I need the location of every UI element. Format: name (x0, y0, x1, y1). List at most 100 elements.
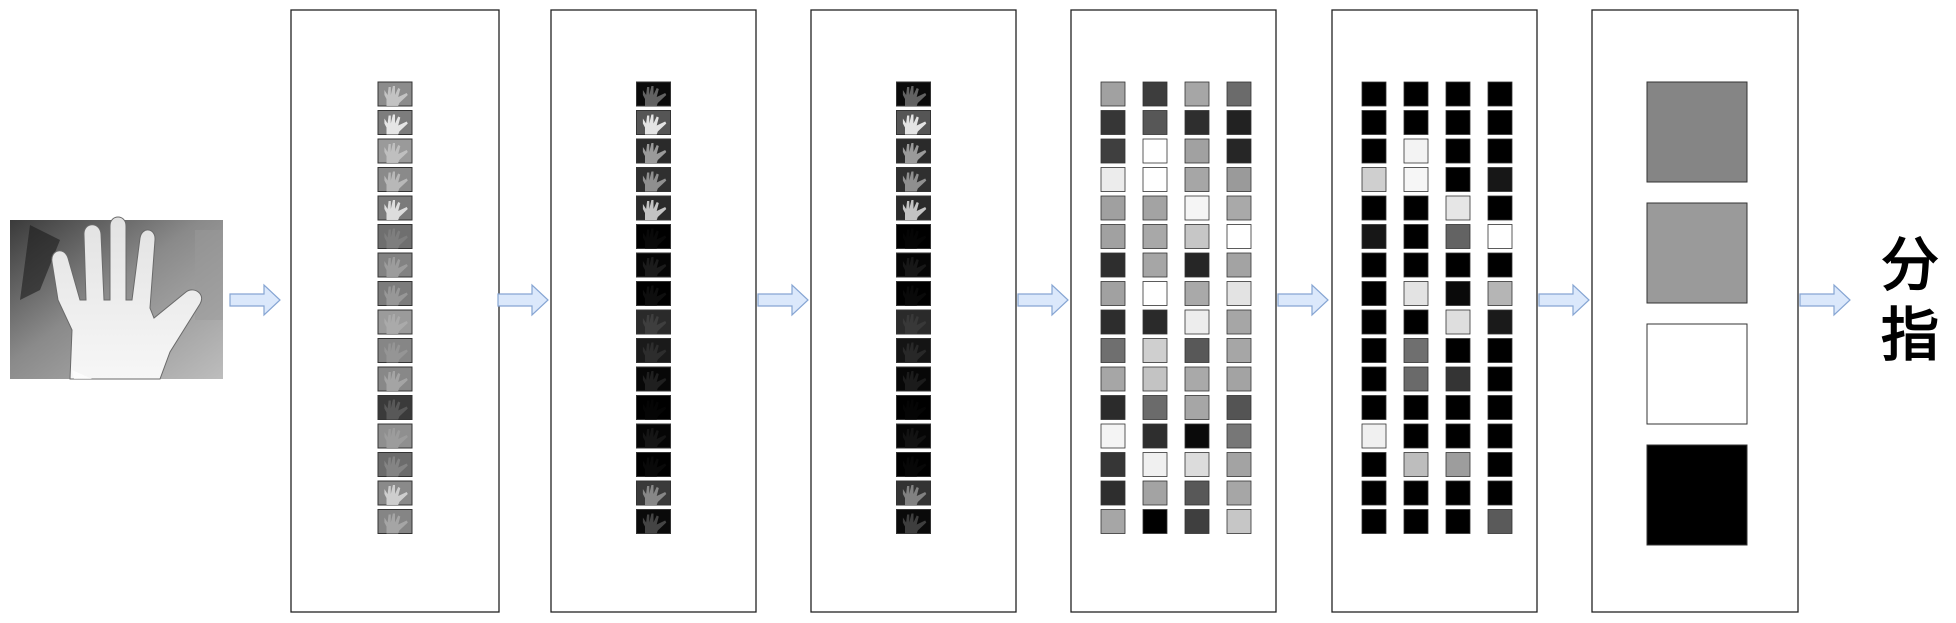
flow-arrow-1 (229, 283, 281, 317)
feature-map-13 (636, 423, 671, 449)
feature-map-9 (896, 309, 931, 335)
neuron-cell (1487, 138, 1513, 164)
neuron-cell (1445, 195, 1471, 221)
neuron-cell (1142, 480, 1168, 506)
neuron-cell (1403, 195, 1429, 221)
neuron-cell (1445, 138, 1471, 164)
neuron-cell (1445, 395, 1471, 420)
neuron-cell (1487, 195, 1513, 221)
output-unit-4 (1646, 444, 1748, 546)
feature-map-12 (377, 395, 413, 420)
stage-panel-5 (1331, 9, 1538, 613)
feature-map-4 (896, 167, 931, 192)
neuron-cell (1100, 423, 1126, 449)
feature-map-8 (636, 281, 671, 306)
flow-arrow-2 (497, 283, 549, 317)
stage-panel-2 (550, 9, 757, 613)
neuron-cell (1100, 309, 1126, 335)
neuron-cell (1142, 138, 1168, 164)
neuron-cell (1142, 452, 1168, 477)
neuron-cell (1403, 252, 1429, 278)
input-hand-photo (10, 216, 223, 380)
neuron-cell (1445, 110, 1471, 135)
neuron-cell (1361, 81, 1387, 107)
neuron-cell (1361, 452, 1387, 477)
neuron-cell (1226, 480, 1252, 506)
neuron-cell (1184, 281, 1210, 306)
neuron-cell (1487, 110, 1513, 135)
neuron-cell (1487, 167, 1513, 192)
feature-map-4 (636, 167, 671, 192)
feature-map-16 (636, 509, 671, 534)
feature-map-11 (896, 366, 931, 392)
neuron-cell (1361, 110, 1387, 135)
neuron-cell (1100, 480, 1126, 506)
neuron-cell (1487, 480, 1513, 506)
neuron-cell (1184, 195, 1210, 221)
neuron-cell (1361, 309, 1387, 335)
neuron-cell (1361, 338, 1387, 363)
neuron-cell (1142, 195, 1168, 221)
stage-panel-6 (1591, 9, 1799, 613)
feature-map-14 (636, 452, 671, 477)
neuron-cell (1487, 366, 1513, 392)
feature-map-16 (896, 509, 931, 534)
neuron-cell (1100, 252, 1126, 278)
neuron-cell (1100, 366, 1126, 392)
feature-map-14 (377, 452, 413, 477)
neuron-cell (1184, 509, 1210, 534)
neuron-cell (1361, 509, 1387, 534)
neuron-cell (1100, 167, 1126, 192)
feature-map-13 (377, 423, 413, 449)
neuron-cell (1184, 452, 1210, 477)
neuron-cell (1184, 338, 1210, 363)
neuron-cell (1403, 480, 1429, 506)
neuron-cell (1184, 167, 1210, 192)
neuron-cell (1100, 138, 1126, 164)
neuron-cell (1403, 110, 1429, 135)
neuron-cell (1361, 395, 1387, 420)
neuron-cell (1403, 281, 1429, 306)
stage-panel-1 (290, 9, 500, 613)
neuron-cell (1361, 138, 1387, 164)
feature-map-9 (377, 309, 413, 335)
feature-map-13 (896, 423, 931, 449)
neuron-cell (1184, 81, 1210, 107)
neuron-cell (1403, 138, 1429, 164)
feature-map-12 (896, 395, 931, 420)
neuron-cell (1142, 509, 1168, 534)
neuron-cell (1100, 452, 1126, 477)
neuron-cell (1100, 81, 1126, 107)
output-label-char-1: 分 (1880, 231, 1939, 299)
neuron-cell (1487, 281, 1513, 306)
neuron-cell (1226, 509, 1252, 534)
output-unit-3 (1646, 323, 1748, 425)
neuron-cell (1445, 167, 1471, 192)
neuron-cell (1445, 224, 1471, 249)
neuron-cell (1184, 110, 1210, 135)
neuron-cell (1445, 366, 1471, 392)
neuron-cell (1403, 167, 1429, 192)
feature-map-2 (636, 110, 671, 135)
neuron-cell (1445, 509, 1471, 534)
feature-map-5 (377, 195, 413, 221)
feature-map-16 (377, 509, 413, 534)
neuron-cell (1487, 224, 1513, 249)
neuron-cell (1487, 338, 1513, 363)
feature-map-8 (377, 281, 413, 306)
feature-map-11 (636, 366, 671, 392)
feature-map-10 (636, 338, 671, 363)
neuron-cell (1184, 138, 1210, 164)
neuron-cell (1487, 423, 1513, 449)
neuron-cell (1100, 509, 1126, 534)
feature-map-10 (377, 338, 413, 363)
neuron-cell (1142, 110, 1168, 135)
flow-arrow-5 (1277, 283, 1329, 317)
neuron-cell (1142, 167, 1168, 192)
neuron-cell (1184, 395, 1210, 420)
neuron-cell (1445, 338, 1471, 363)
neuron-cell (1142, 423, 1168, 449)
neuron-cell (1403, 452, 1429, 477)
feature-map-14 (896, 452, 931, 477)
output-label-char-2: 指 (1880, 301, 1939, 369)
